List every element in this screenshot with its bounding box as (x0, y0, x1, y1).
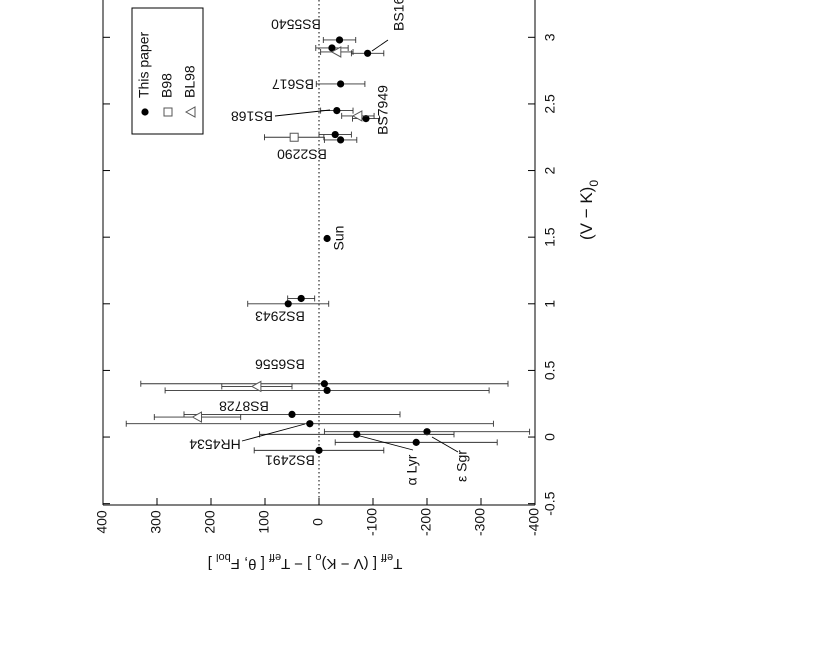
y-axis-title-sub: eff (268, 551, 281, 563)
point (331, 130, 339, 139)
y-tick-label: -100 (364, 508, 380, 536)
x-tick-label: 2 (542, 166, 558, 174)
legend-marker (163, 107, 173, 117)
point (353, 430, 361, 438)
point (335, 36, 344, 44)
y-tick-label: 0 (310, 518, 326, 526)
point (320, 380, 328, 388)
annotation-arrow (274, 109, 331, 117)
annotation: BS617 (272, 76, 314, 92)
x-axis-title-main: (V − K) (577, 187, 596, 240)
point (337, 80, 345, 88)
annotation: Sun (331, 226, 347, 251)
x-axis-title: (V − K)0 (577, 180, 601, 240)
point (330, 46, 342, 58)
point (337, 136, 345, 144)
point (315, 446, 323, 454)
annotation: BS6556 (255, 356, 305, 372)
annotation-arrow (371, 39, 389, 52)
y-tick-label: -300 (472, 508, 488, 536)
y-axis-title-sub: eff (380, 551, 393, 563)
y-axis-title-main: ] − T (281, 555, 315, 572)
annotation: BS5540 (271, 16, 321, 32)
legend-marker (141, 108, 149, 116)
point (297, 294, 305, 303)
y-tick-label: 100 (256, 510, 272, 534)
y-axis-title-sub: bol (216, 551, 231, 563)
x-axis-title-sub: 0 (587, 180, 601, 187)
annotation: BS168 (231, 108, 273, 124)
x-tick-label: 0 (542, 433, 558, 441)
point (191, 411, 202, 423)
point (423, 428, 431, 436)
x-tick-label: 0.5 (542, 360, 558, 380)
y-tick-label: 200 (202, 510, 218, 534)
legend-label: BL98 (182, 65, 198, 98)
annotation: ε Sgr (454, 450, 470, 482)
annotation: BS2943 (255, 308, 305, 324)
point (412, 438, 420, 446)
point (362, 114, 370, 123)
annotation: BS2491 (265, 452, 315, 468)
x-tick-label: 3 (542, 33, 558, 41)
y-axis-title-main: ] (208, 555, 216, 572)
point (364, 49, 372, 57)
y-axis-title-main: [ θ, F (231, 555, 269, 572)
y-tick-label: 400 (94, 510, 110, 534)
y-axis-title-main: [ (V − K) (322, 555, 382, 572)
y-tick-label: -200 (418, 508, 434, 536)
point (323, 234, 331, 243)
x-tick-label: 1.5 (542, 227, 558, 247)
annotation: α Lyr (404, 454, 420, 485)
legend-label: B98 (159, 73, 175, 98)
legend-marker (184, 106, 196, 118)
point (328, 44, 336, 52)
annotation-arrow (359, 435, 414, 451)
point (250, 380, 262, 393)
annotation: HR4534 (189, 436, 241, 452)
point (333, 106, 341, 115)
point (351, 110, 363, 122)
point (323, 386, 331, 395)
y-axis-title: Teff [ (V − K)o ] − Teff [ θ, Fbol ] (208, 551, 403, 572)
y-tick-label: -400 (526, 508, 542, 536)
y-axis-title-main: T (393, 555, 402, 572)
annotation-arrow (431, 436, 459, 453)
point (284, 300, 292, 308)
annotation: BS163 (391, 0, 407, 31)
y-tick-label: 300 (148, 510, 164, 534)
annotation: BS8728 (219, 398, 269, 414)
point (288, 410, 296, 418)
point (289, 132, 299, 142)
annotation: BS2290 (277, 146, 327, 162)
x-tick-label: -0.5 (542, 491, 558, 515)
legend-label: This paper (136, 32, 152, 98)
annotation-arrow (241, 423, 306, 442)
annotation: BS7949 (375, 85, 391, 135)
x-tick-label: 1 (542, 300, 558, 308)
point (306, 420, 314, 428)
y-axis-title-sub: o (315, 551, 321, 563)
x-tick-label: 2.5 (542, 94, 558, 114)
